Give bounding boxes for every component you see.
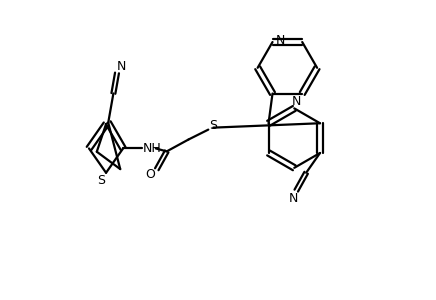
Text: NH: NH <box>143 142 161 155</box>
Text: N: N <box>116 61 126 74</box>
Text: S: S <box>209 119 217 132</box>
Text: N: N <box>276 34 285 46</box>
Text: O: O <box>145 168 155 181</box>
Text: N: N <box>292 95 301 108</box>
Text: N: N <box>289 192 298 205</box>
Text: S: S <box>97 174 105 187</box>
